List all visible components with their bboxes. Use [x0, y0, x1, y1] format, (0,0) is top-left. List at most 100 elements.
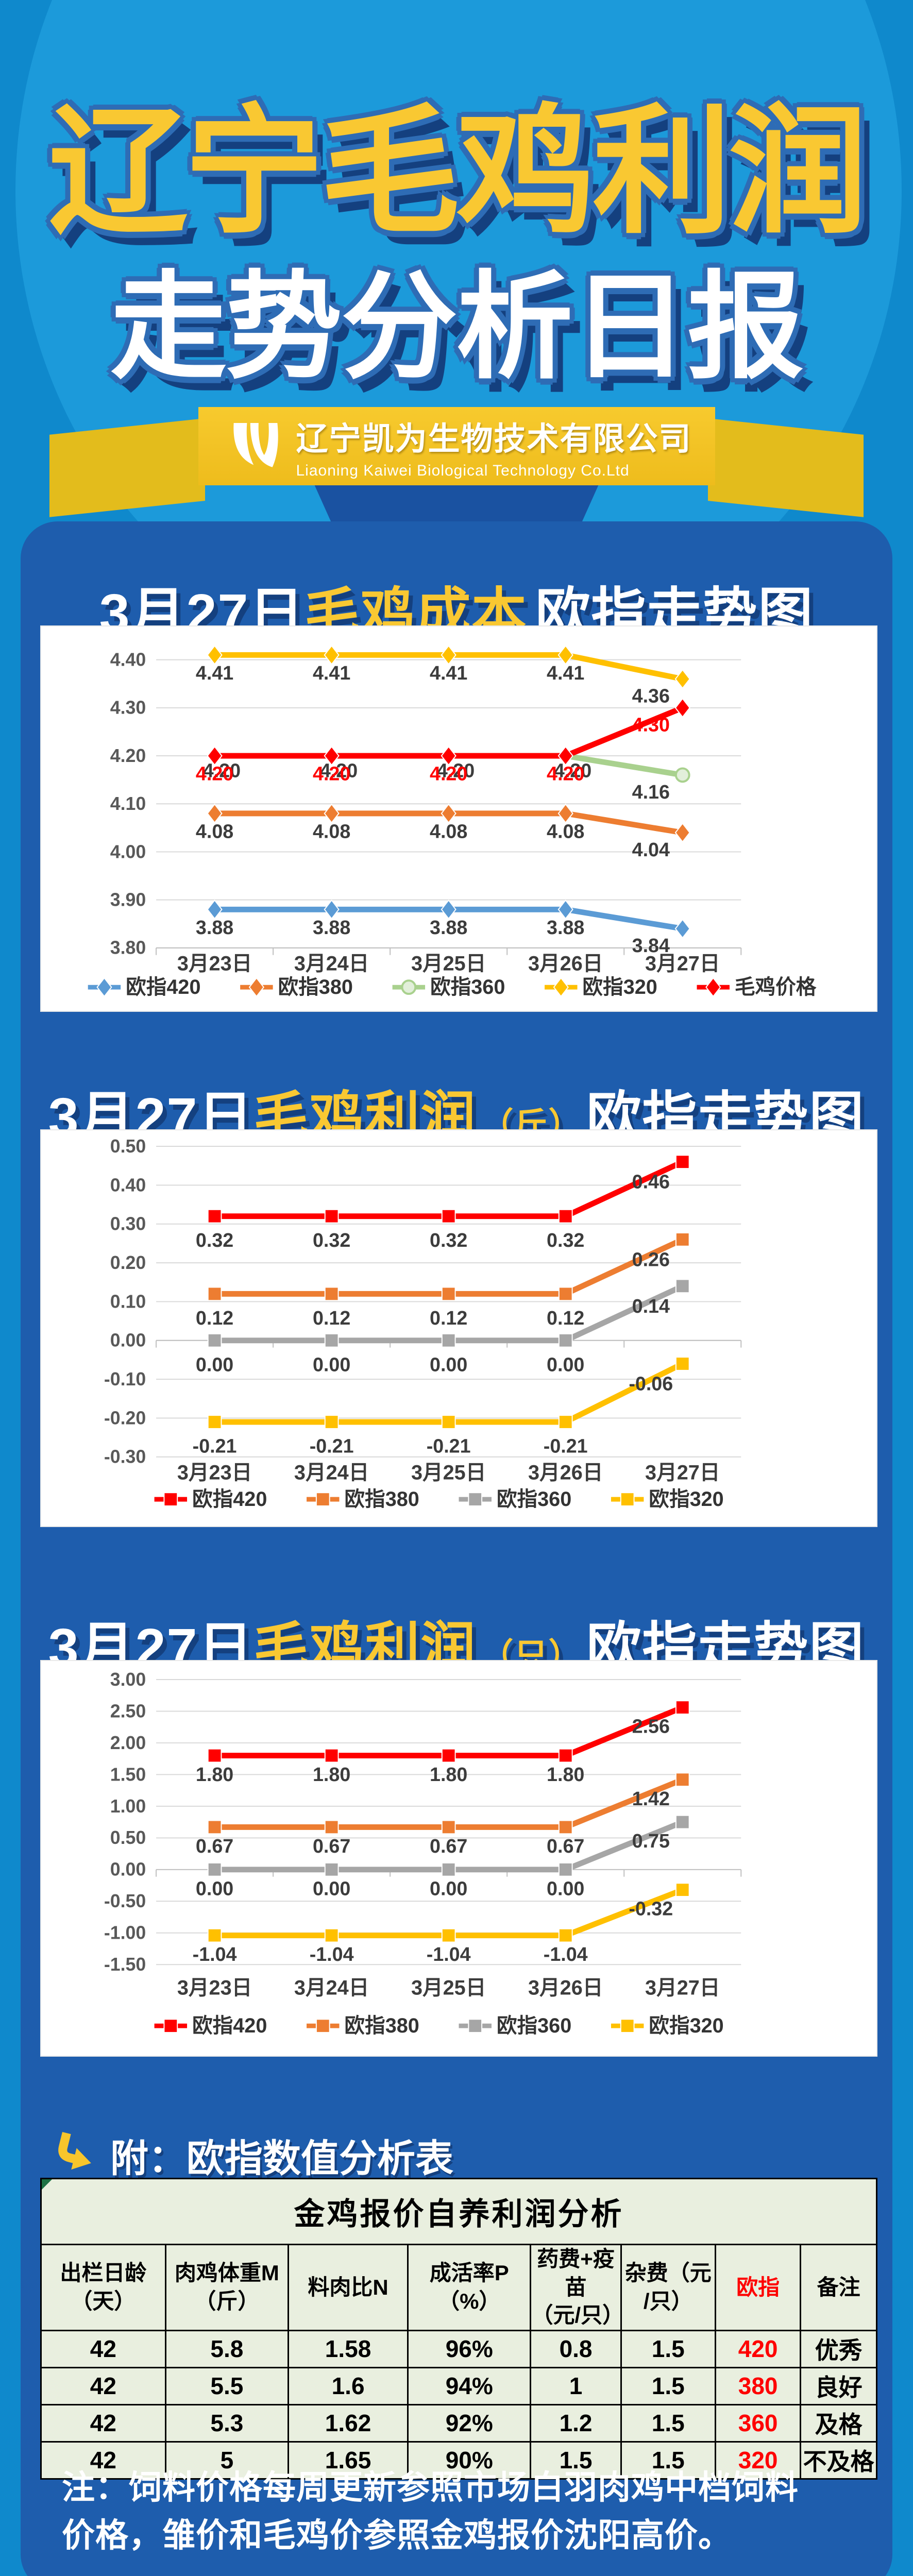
x-tick-label: 3月25日: [411, 952, 486, 975]
annex-section-label: 附：欧指数值分析表: [53, 2128, 453, 2183]
table-header-cell: 备注: [800, 2244, 877, 2331]
chart-legend: 欧指420 欧指380 欧指360 欧指320 毛鸡价格: [88, 976, 817, 998]
y-tick-label: -1.50: [104, 1954, 146, 1975]
y-tick-label: 4.30: [110, 698, 146, 718]
profit-table-wrap: 金鸡报价自养利润分析 出栏日龄 （天） 肉鸡体重M （斤） 料肉比N 成活率P （%）药…: [40, 2178, 877, 2480]
table-cell: 良好: [800, 2366, 877, 2405]
data-label: 4.08: [430, 820, 467, 842]
legend-label: 欧指360: [430, 976, 505, 998]
data-label: 0.32: [547, 1229, 584, 1251]
y-tick-label: 0.10: [110, 1291, 146, 1312]
data-label: 0.14: [632, 1295, 670, 1317]
table-row: 42 5.3 1.62 92% 1.2 1.5 360 及格: [40, 2403, 877, 2443]
data-label: 0.67: [313, 1835, 350, 1857]
company-name-en: Liaoning Kaiwei Biological Technology Co…: [296, 462, 630, 479]
table-cell: 5.8: [164, 2329, 290, 2368]
x-tick-label: 3月27日: [645, 1461, 720, 1484]
table-cell: 1.5: [620, 2329, 716, 2368]
table-cell: 5: [164, 2441, 290, 2480]
data-label: 1.42: [632, 1788, 670, 1809]
chart-legend: 欧指420 欧指380 欧指360 欧指320: [154, 1488, 724, 1511]
data-label: 4.04: [632, 839, 670, 860]
table-cell: 360: [714, 2403, 802, 2443]
table-header-row: 出栏日龄 （天） 肉鸡体重M （斤） 料肉比N 成活率P （%） 药费+疫苗 （元/只）…: [40, 2244, 877, 2331]
data-label: 4.08: [313, 820, 350, 842]
x-tick-label: 3月24日: [294, 1461, 369, 1484]
y-tick-label: 4.20: [110, 745, 146, 766]
y-tick-label: 2.00: [110, 1733, 146, 1753]
data-label: 4.16: [632, 781, 670, 803]
y-tick-label: 3.80: [110, 938, 146, 958]
y-tick-label: 0.00: [110, 1859, 146, 1880]
data-label: -0.06: [629, 1373, 673, 1395]
footnote: 注：饲料价格每周更新参照市场白羽肉鸡中档饲料 价格，雏价和毛鸡价参照金鸡报价沈阳…: [62, 2469, 799, 2554]
y-tick-label: 0.50: [110, 1827, 146, 1848]
table-cell: 320: [714, 2441, 802, 2480]
table-cell: 42: [40, 2366, 166, 2405]
table-header-cell: 出栏日龄 （天）: [40, 2244, 166, 2331]
table-header-cell: 药费+疫苗 （元/只）: [530, 2244, 624, 2331]
y-tick-label: -0.10: [104, 1369, 146, 1389]
company-name-cn: 辽宁凯为生物技术有限公司: [296, 421, 692, 457]
data-label: 0.75: [632, 1830, 670, 1852]
table-cell: 42: [40, 2329, 166, 2368]
y-tick-label: -0.30: [104, 1447, 146, 1467]
data-label: 0.00: [430, 1877, 467, 1899]
data-label: -0.21: [310, 1435, 354, 1457]
chart-canvas-cost: 4.40 4.30 4.20 4.10 4.00 3.90 3.80 3.88 3.88 3.88…: [40, 625, 877, 1012]
series-毛鸡价格: 4.20 4.20 4.20 4.204.30: [196, 698, 690, 785]
data-label: 1.80: [313, 1764, 350, 1785]
data-label: 4.08: [196, 820, 233, 842]
data-label-shadow: 4.20: [554, 760, 591, 782]
table-cell: 90%: [407, 2441, 532, 2480]
data-label: 0.26: [632, 1248, 670, 1270]
data-label: 0.67: [547, 1835, 584, 1857]
data-label: 0.00: [313, 1877, 350, 1899]
x-tick-label: 3月25日: [411, 1461, 486, 1484]
legend-label: 欧指320: [582, 976, 657, 998]
chart-canvas-profit-jin: 0.50 0.40 0.30 0.20 0.10 0.00 -0.10 -0.20 -0.30 0…: [40, 1129, 877, 1527]
y-tick-label: 0.00: [110, 1330, 146, 1351]
ribbon-tail-right: [708, 418, 864, 517]
ribbon-tail-left: [49, 418, 205, 517]
y-tick-label: 1.00: [110, 1796, 146, 1817]
data-label: 0.00: [196, 1877, 233, 1899]
table-cell: 1.58: [288, 2329, 409, 2368]
table-cell: 5.3: [164, 2403, 290, 2443]
content-panel: 3月27日毛鸡成本 欧指走势图 4.40 4.30 4.20 4.10 4.00 3.90 3…: [21, 521, 892, 2576]
bent-arrow-icon: [58, 2131, 91, 2170]
table-cell: 92%: [407, 2403, 532, 2443]
table-cell: 不及格: [800, 2441, 877, 2480]
data-label: 4.41: [430, 662, 467, 684]
data-label: 0.00: [196, 1353, 233, 1375]
data-label: 4.41: [547, 662, 584, 684]
table-title: 金鸡报价自养利润分析: [40, 2178, 877, 2245]
table-cell: 94%: [407, 2366, 532, 2405]
table-cell: 1.65: [288, 2441, 409, 2480]
data-label: 0.12: [547, 1307, 584, 1329]
x-axis-labels: 3月23日 3月24日 3月25日 3月26日 3月27日: [177, 1461, 720, 1484]
table-title-row: 金鸡报价自养利润分析: [40, 2178, 877, 2245]
data-label: 0.00: [547, 1877, 584, 1899]
table-cell: 1.5: [620, 2441, 716, 2480]
data-label: 4.30: [632, 714, 670, 735]
data-label: 0.32: [196, 1229, 233, 1251]
data-label: 0.32: [430, 1229, 467, 1251]
data-label: 4.20: [196, 763, 233, 785]
series-欧指360: 0.00 0.00 0.00 0.00 0.75: [196, 1815, 690, 1899]
y-tick-label: -0.20: [104, 1408, 146, 1428]
table-cell: 96%: [407, 2329, 532, 2368]
x-axis-labels: 3月23日 3月24日 3月25日 3月26日 3月27日: [177, 1977, 720, 1999]
data-label: -1.04: [544, 1943, 588, 1965]
company-name-block: 辽宁凯为生物技术有限公司 Liaoning Kaiwei Biological …: [296, 413, 691, 480]
legend-label: 欧指360: [497, 2014, 571, 2037]
y-tick-label: 0.30: [110, 1214, 146, 1234]
table-row: 42 5.5 1.6 94% 1 1.5 380 良好: [40, 2366, 877, 2405]
data-label: 4.41: [313, 662, 350, 684]
legend-label: 欧指380: [344, 2014, 419, 2037]
legend-label: 欧指420: [192, 1488, 267, 1511]
table-cell: 420: [714, 2329, 802, 2368]
chart-svg: 0.500.400.300.200.100.00-0.10-0.20-0.300…: [104, 1136, 742, 1511]
table-header-cell: 欧指: [714, 2244, 802, 2331]
legend-label: 毛鸡价格: [735, 976, 817, 998]
